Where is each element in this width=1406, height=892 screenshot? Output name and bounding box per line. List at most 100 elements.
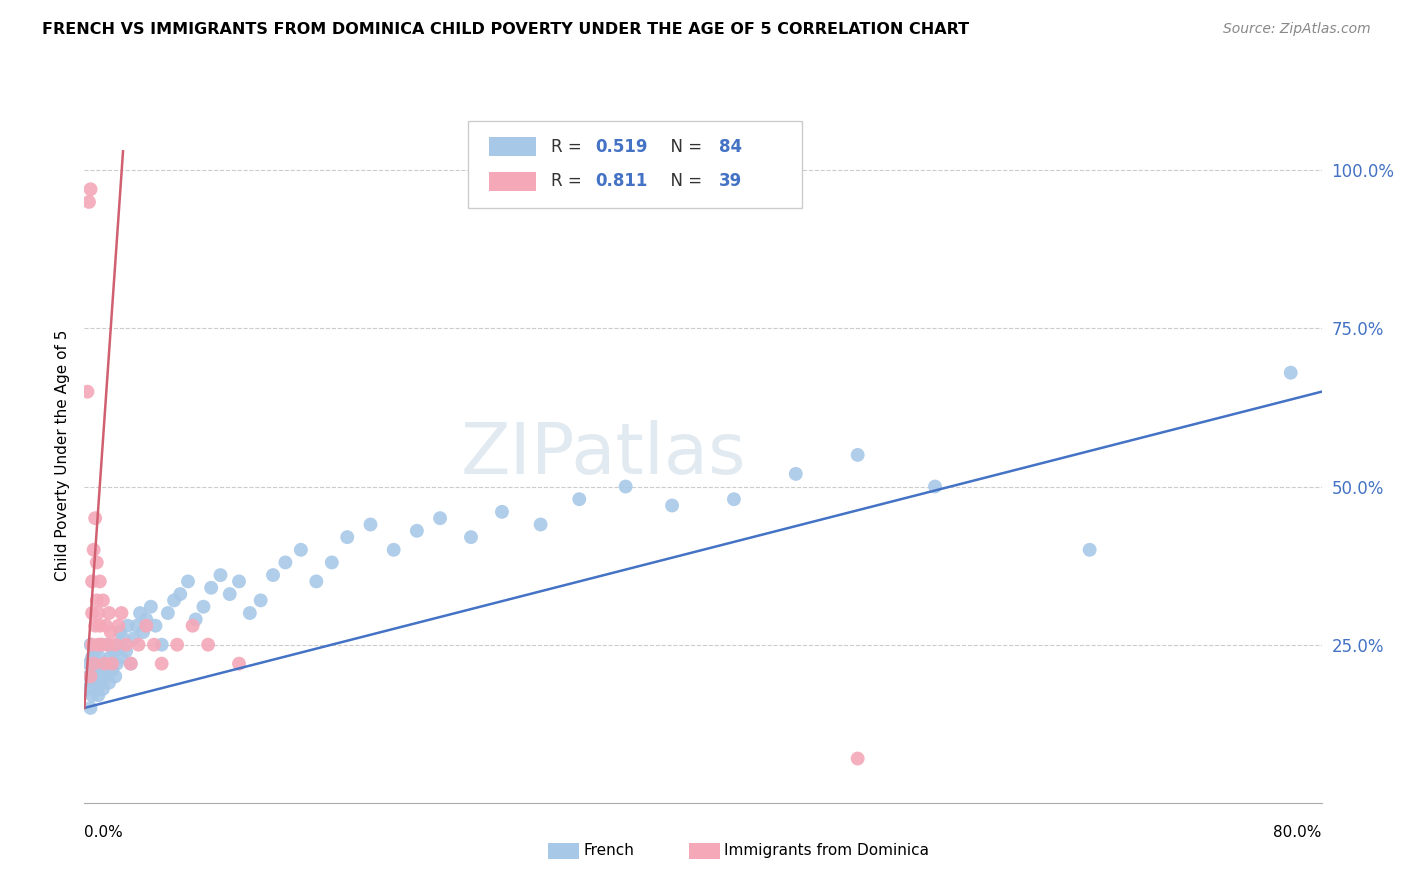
Point (169, 587, 191, 601)
Point (87, 688, 110, 702)
Point (1078, 542, 1101, 557)
Point (101, 657, 124, 671)
Point (107, 618, 129, 632)
Point (228, 657, 250, 671)
Point (98, 606, 121, 620)
Point (94, 618, 117, 632)
Point (82, 650, 104, 665)
Point (429, 511, 451, 525)
Point (228, 574, 250, 589)
Point (76, 681, 98, 696)
Point (82, 574, 104, 589)
Point (110, 606, 132, 620)
Point (79, 669, 101, 683)
Point (82, 606, 104, 620)
Text: Source: ZipAtlas.com: Source: ZipAtlas.com (1223, 22, 1371, 37)
Text: R =: R = (551, 137, 586, 156)
Point (135, 612, 157, 626)
Bar (489, 137, 536, 156)
Point (89, 618, 111, 632)
Point (82, 688, 104, 702)
Point (79, 701, 101, 715)
Text: R =: R = (551, 172, 586, 191)
Text: 80.0%: 80.0% (1274, 825, 1322, 840)
Point (104, 638, 127, 652)
Point (77, 657, 100, 671)
Point (184, 612, 207, 626)
Point (89, 574, 111, 589)
Point (84, 669, 107, 683)
Point (120, 657, 142, 671)
Point (77, 194, 100, 209)
Point (112, 632, 135, 646)
Point (105, 657, 128, 671)
Text: FRENCH VS IMMIGRANTS FROM DOMINICA CHILD POVERTY UNDER THE AGE OF 5 CORRELATION : FRENCH VS IMMIGRANTS FROM DOMINICA CHILD… (42, 22, 969, 37)
Point (145, 618, 167, 632)
Point (924, 479, 946, 493)
Point (93, 663, 115, 677)
Point (129, 606, 152, 620)
Point (491, 505, 513, 519)
Point (91, 657, 114, 671)
Point (90, 675, 112, 690)
Point (360, 517, 382, 532)
Point (1279, 366, 1302, 380)
Point (132, 625, 155, 640)
Point (723, 492, 745, 507)
Point (79, 182, 101, 196)
Point (290, 542, 312, 557)
Text: ZIPatlas: ZIPatlas (461, 420, 747, 490)
Point (382, 542, 405, 557)
Point (86, 593, 108, 607)
Point (83, 675, 105, 690)
Point (87, 663, 110, 677)
Point (127, 638, 149, 652)
Point (87, 606, 110, 620)
Point (193, 599, 215, 614)
Y-axis label: Child Poverty Under the Age of 5: Child Poverty Under the Age of 5 (55, 329, 70, 581)
Point (83, 657, 105, 671)
Point (197, 638, 219, 652)
Point (90, 638, 112, 652)
Point (785, 467, 807, 481)
Point (115, 638, 138, 652)
Point (86, 657, 108, 671)
Point (529, 517, 551, 532)
Point (84, 511, 107, 525)
FancyBboxPatch shape (468, 121, 801, 208)
Point (86, 556, 108, 570)
Point (150, 657, 173, 671)
Point (163, 593, 186, 607)
Point (166, 638, 188, 652)
Point (87, 638, 110, 652)
Point (117, 618, 139, 632)
Point (1357, 429, 1379, 443)
Point (90, 638, 112, 652)
Point (336, 530, 359, 544)
Point (110, 650, 132, 665)
Text: N =: N = (659, 137, 707, 156)
Text: 84: 84 (718, 137, 742, 156)
Point (1326, 403, 1348, 417)
Point (98, 675, 121, 690)
Point (139, 599, 162, 614)
Point (460, 530, 482, 544)
Point (76, 384, 98, 399)
Point (115, 644, 138, 658)
Text: Immigrants from Dominica: Immigrants from Dominica (724, 844, 929, 858)
Point (100, 625, 122, 640)
Point (83, 663, 105, 677)
Point (108, 625, 131, 640)
Point (89, 650, 111, 665)
Point (86, 681, 108, 696)
Point (96, 638, 118, 652)
Point (846, 448, 869, 462)
Point (305, 574, 328, 589)
Point (125, 618, 148, 632)
Text: French: French (583, 844, 634, 858)
Point (156, 606, 179, 620)
Point (249, 593, 271, 607)
Point (96, 657, 118, 671)
Point (82, 638, 104, 652)
Point (135, 618, 157, 632)
